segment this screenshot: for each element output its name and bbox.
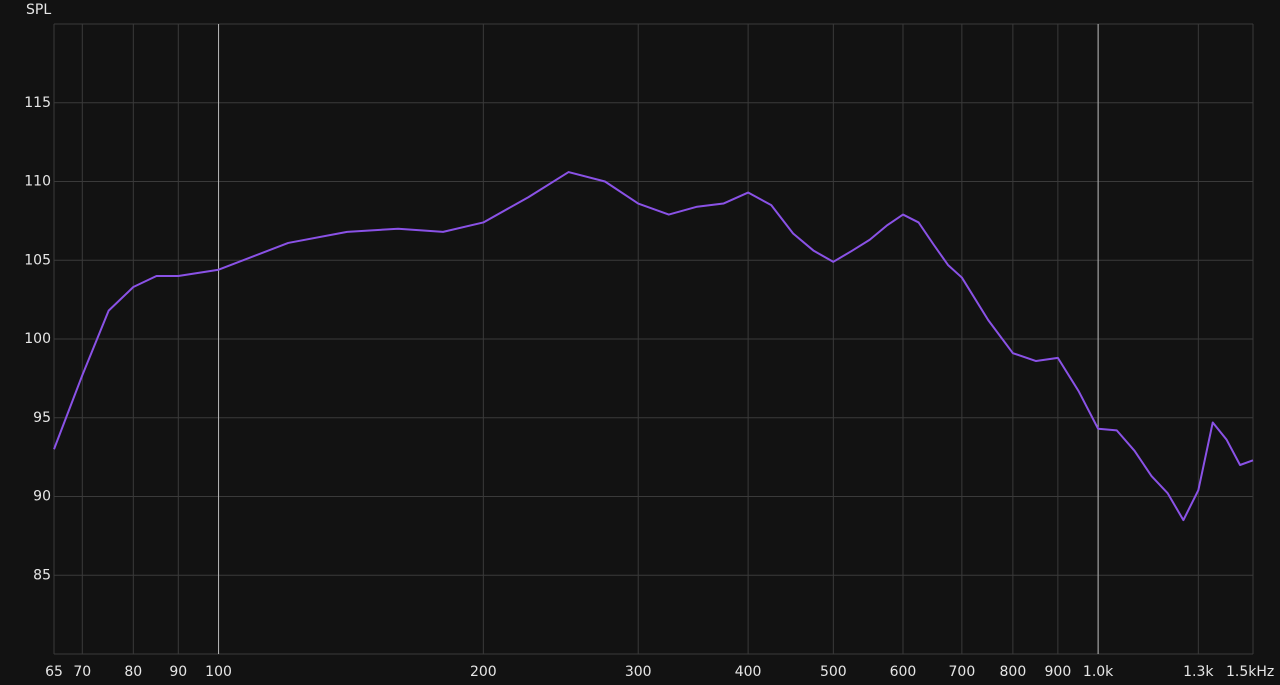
- y-axis-label: SPL: [26, 2, 51, 18]
- y-tick-label: 110: [24, 174, 51, 190]
- x-tick-label: 400: [735, 664, 762, 680]
- x-tick-label: 90: [169, 664, 187, 680]
- x-tick-label: 1.5kHz: [1226, 664, 1274, 680]
- x-tick-label: 900: [1045, 664, 1072, 680]
- x-tick-label: 100: [205, 664, 232, 680]
- response-curve: [53, 171, 1254, 522]
- x-tick-label: 500: [820, 664, 847, 680]
- x-tick-label: 70: [73, 664, 91, 680]
- y-tick-label: 90: [33, 489, 51, 505]
- x-tick-label: 80: [124, 664, 142, 680]
- x-tick-label: 600: [890, 664, 917, 680]
- y-tick-label: 105: [24, 252, 51, 268]
- x-tick-label: 1.0k: [1083, 664, 1114, 680]
- x-tick-label: 65: [45, 664, 63, 680]
- x-tick-label: 1.3k: [1183, 664, 1214, 680]
- y-tick-label: 85: [33, 567, 51, 583]
- y-tick-label: 95: [33, 410, 51, 426]
- y-tick-label: 100: [24, 331, 51, 347]
- x-tick-label: 300: [625, 664, 652, 680]
- x-tick-label: 800: [1000, 664, 1027, 680]
- x-tick-label: 200: [470, 664, 497, 680]
- x-tick-label: 700: [949, 664, 976, 680]
- y-tick-label: 115: [24, 95, 51, 111]
